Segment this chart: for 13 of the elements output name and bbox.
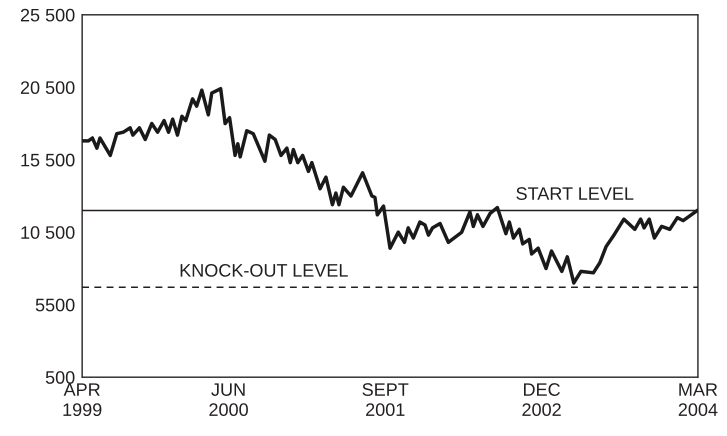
x-tick-label: MAR 2004 <box>678 383 718 416</box>
y-tick-label: 25 500 <box>20 8 75 22</box>
y-tick-label: 20 500 <box>20 81 75 94</box>
y-tick-label: 500 <box>46 371 75 384</box>
y-tick-label: 15 500 <box>21 154 75 166</box>
x-tick-label: DEC 2002 <box>522 383 561 416</box>
x-tick-label: APR 1999 <box>63 383 102 416</box>
ref-line-label: START LEVEL <box>516 187 634 200</box>
ref-line-label: KNOCK-OUT LEVEL <box>180 264 348 277</box>
x-tick-label: SEPT 2001 <box>362 383 408 416</box>
y-tick-label: 10 500 <box>21 226 75 239</box>
x-tick-label: JUN 2000 <box>209 383 248 416</box>
y-tick-label: 5500 <box>36 298 75 312</box>
